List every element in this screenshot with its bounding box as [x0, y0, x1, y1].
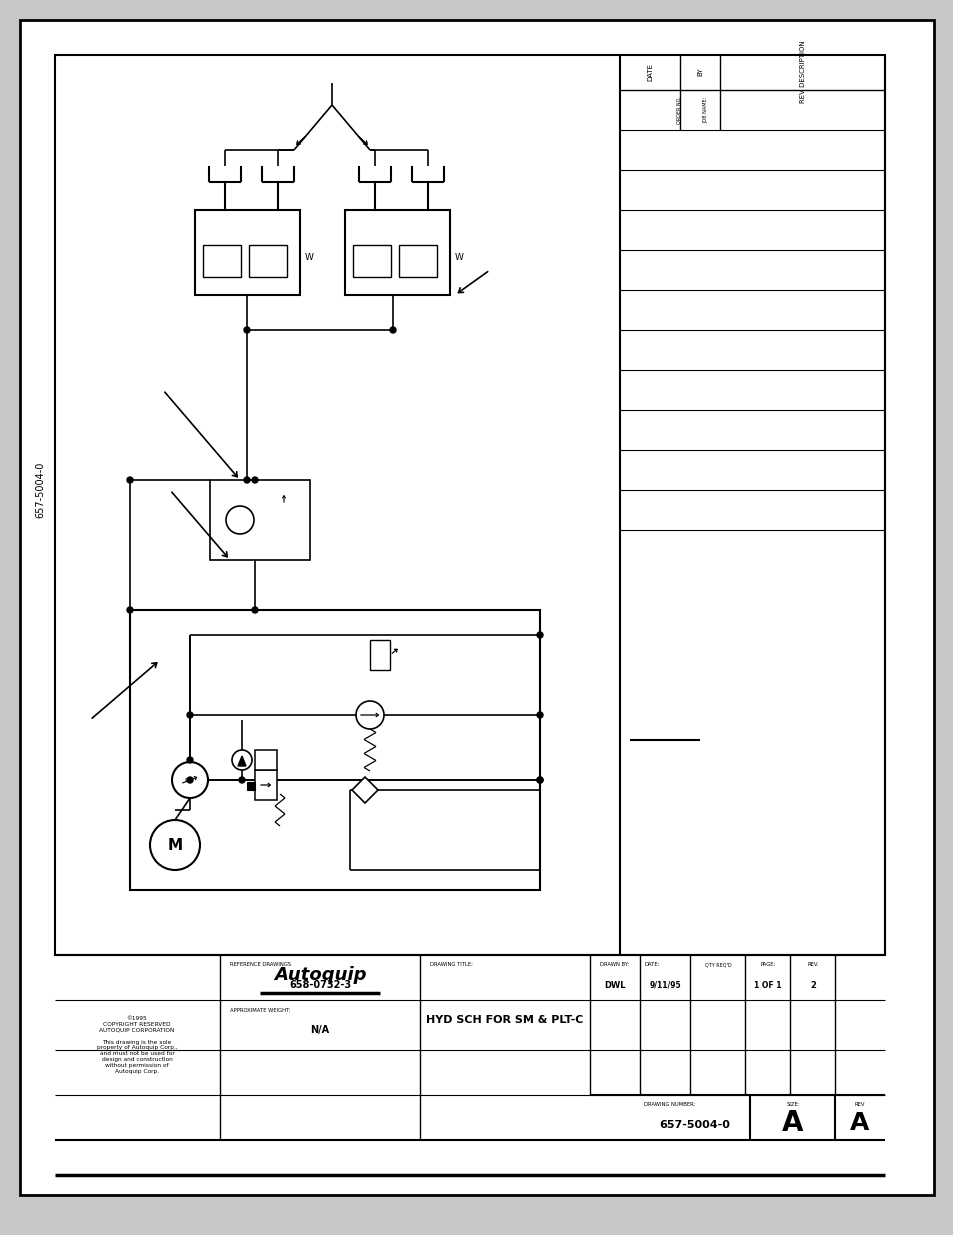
Text: M: M [168, 837, 182, 852]
Text: QTY REQ'D: QTY REQ'D [704, 962, 731, 967]
Bar [203, 245, 241, 277]
Circle shape [127, 606, 132, 613]
Text: DATE:: DATE: [644, 962, 659, 967]
Text: BY: BY [697, 68, 702, 77]
Bar [249, 245, 287, 277]
Bar [194, 210, 299, 295]
Text: REV DESCRIPTION: REV DESCRIPTION [800, 41, 805, 104]
Text: ORDER NO.: ORDER NO. [677, 96, 681, 124]
Circle shape [244, 477, 250, 483]
Text: REFERENCE DRAWINGS: REFERENCE DRAWINGS [230, 962, 291, 967]
Text: PAGE:: PAGE: [760, 962, 775, 967]
Text: Autoquip: Autoquip [274, 966, 366, 984]
Circle shape [150, 820, 200, 869]
Bar [254, 750, 276, 769]
Circle shape [244, 327, 250, 333]
Text: A: A [781, 1109, 803, 1137]
Circle shape [226, 506, 253, 534]
Bar [130, 610, 539, 890]
Bar [254, 769, 276, 800]
Text: DRAWING NUMBER:: DRAWING NUMBER: [643, 1103, 695, 1108]
Text: 658-0732-3: 658-0732-3 [289, 981, 351, 990]
Circle shape [187, 713, 193, 718]
Text: P-F: P-F [184, 778, 193, 783]
Text: 657-5004-0: 657-5004-0 [35, 462, 45, 519]
Text: 2: 2 [809, 981, 815, 989]
Circle shape [187, 757, 193, 763]
Text: N/A: N/A [310, 1025, 329, 1035]
Text: SIZE:: SIZE: [785, 1103, 799, 1108]
Bar [398, 245, 436, 277]
Text: W: W [455, 253, 463, 263]
Text: 1 OF 1: 1 OF 1 [754, 981, 781, 989]
Text: REV.: REV. [806, 962, 818, 967]
Circle shape [239, 777, 245, 783]
Circle shape [537, 777, 542, 783]
Text: W: W [305, 253, 314, 263]
Text: APPROXIMATE WEIGHT:: APPROXIMATE WEIGHT: [230, 1008, 290, 1013]
Text: REV: REV [854, 1103, 864, 1108]
Circle shape [390, 327, 395, 333]
Bar [370, 640, 390, 671]
Circle shape [252, 606, 257, 613]
Circle shape [537, 713, 542, 718]
Circle shape [252, 477, 257, 483]
Text: JOB NAME:: JOB NAME: [702, 96, 707, 124]
Bar [210, 480, 310, 559]
Text: HYD SCH FOR SM & PLT-C: HYD SCH FOR SM & PLT-C [426, 1015, 583, 1025]
Polygon shape [237, 756, 246, 766]
Circle shape [537, 632, 542, 638]
Text: DATE: DATE [646, 63, 652, 82]
Circle shape [232, 750, 252, 769]
Circle shape [127, 477, 132, 483]
Bar [247, 782, 254, 790]
Polygon shape [352, 777, 377, 803]
Bar [55, 56, 884, 955]
Circle shape [172, 762, 208, 798]
Circle shape [537, 777, 542, 783]
Circle shape [187, 777, 193, 783]
Text: 657-5004-0: 657-5004-0 [659, 1120, 730, 1130]
Text: DRAWING TITLE:: DRAWING TITLE: [430, 962, 473, 967]
Text: ©1995
COPYRIGHT RESERVED
AUTOQUIP CORPORATION

This drawing is the sole
property: ©1995 COPYRIGHT RESERVED AUTOQUIP CORPOR… [96, 1016, 177, 1073]
Circle shape [355, 701, 384, 729]
Bar [345, 210, 450, 295]
Text: DWL: DWL [603, 981, 625, 989]
Text: 9/11/95: 9/11/95 [648, 981, 680, 989]
Bar [353, 245, 391, 277]
Text: A: A [849, 1112, 869, 1135]
Text: DRAWN BY:: DRAWN BY: [599, 962, 628, 967]
